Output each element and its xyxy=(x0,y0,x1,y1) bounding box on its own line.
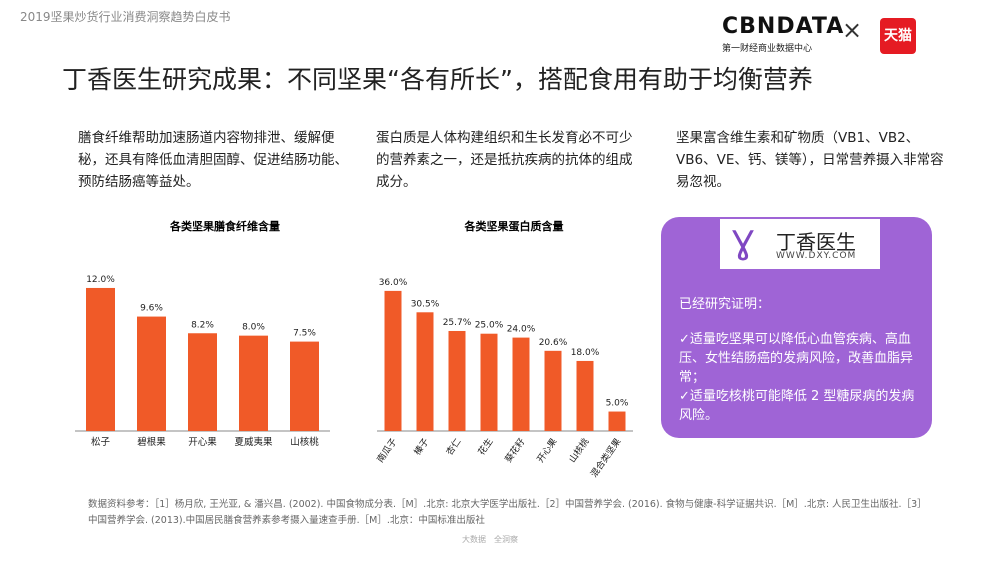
bar-4 xyxy=(239,335,268,431)
tick-label-3: 开心果 xyxy=(188,437,217,448)
data-label-1: 36.0% xyxy=(379,278,408,288)
tmall-logo: 天猫 xyxy=(880,18,916,54)
bar-2 xyxy=(416,312,434,431)
bar-3 xyxy=(188,333,217,431)
card-heading: 已经研究证明： xyxy=(679,297,771,312)
data-label-5: 7.5% xyxy=(293,329,316,339)
times-icon: × xyxy=(842,16,863,44)
data-label-4: 8.0% xyxy=(242,323,265,333)
cbndata-logo: CBNDATA xyxy=(722,14,845,39)
bar-5 xyxy=(290,341,319,431)
tick-label-5: 葵花籽 xyxy=(502,436,527,465)
data-label-1: 12.0% xyxy=(86,275,115,285)
fiber-bar-chart: 各类坚果膳食纤维含量 12.0% 松子 9.6% 碧根果 8.2% 开心果 8.0% 夏威夷果… xyxy=(75,219,330,448)
data-label-2: 30.5% xyxy=(411,299,440,309)
fiber-chart-title: 各类坚果膳食纤维含量 xyxy=(169,219,280,233)
report-title: 2019坚果炒货行业消费洞察趋势白皮书 xyxy=(20,10,231,24)
tick-label-2: 碧根果 xyxy=(137,436,166,448)
bar-7 xyxy=(576,360,594,431)
cbndata-subtitle: 第一财经商业数据中心 xyxy=(722,44,813,54)
vitamin-description: 坚果富含维生素和矿物质（VB1、VB2、VB6、VE、钙、镁等），日常营养摄入非… xyxy=(676,130,944,190)
tick-label-4: 夏威夷果 xyxy=(234,436,273,448)
bar-1 xyxy=(86,287,115,431)
tick-label-6: 开心果 xyxy=(535,436,560,464)
data-label-7: 18.0% xyxy=(571,348,600,358)
data-label-3: 8.2% xyxy=(191,320,214,330)
tick-label-2: 榛子 xyxy=(411,436,431,458)
data-label-2: 9.6% xyxy=(140,304,163,314)
page-headline: 丁香医生研究成果：不同坚果“各有所长”，搭配食用有助于均衡营养 xyxy=(62,65,813,94)
tick-label-1: 松子 xyxy=(91,436,111,448)
data-label-4: 25.0% xyxy=(475,321,504,331)
dxy-logo-url: WWW.DXY.COM xyxy=(776,251,857,261)
tick-label-1: 南瓜子 xyxy=(374,436,399,465)
bar-4 xyxy=(480,333,498,431)
data-label-3: 25.7% xyxy=(443,318,472,328)
protein-description: 蛋白质是人体构建组织和生长发育必不可少的营养素之一，还是抵抗疾病的抗体的组成成分… xyxy=(376,130,633,190)
data-label-5: 24.0% xyxy=(507,325,536,335)
card-body: ✓适量吃坚果可以降低心血管疾病、高血压、女性结肠癌的发病风险，改善血脂异常； ✓… xyxy=(679,332,915,423)
dxy-logo-name: 丁香医生 xyxy=(776,230,856,254)
data-label-6: 20.6% xyxy=(539,338,568,348)
bar-8 xyxy=(608,411,626,431)
data-label-8: 5.0% xyxy=(606,399,629,409)
tick-label-8: 混合类坚果 xyxy=(588,436,624,480)
footer-slogan: 大数据 全洞察 xyxy=(462,535,518,544)
dxy-logo-box xyxy=(720,219,880,269)
bar-6 xyxy=(544,350,562,431)
protein-bar-chart: 各类坚果蛋白质含量 36.0% 南瓜子 30.5% 榛子 25.7% 杏仁 25.0% 花生 2… xyxy=(374,219,633,480)
protein-chart-title: 各类坚果蛋白质含量 xyxy=(464,219,564,233)
tick-label-4: 花生 xyxy=(475,436,495,458)
tick-label-3: 杏仁 xyxy=(443,436,463,458)
fiber-description: 膳食纤维帮助加速肠道内容物排泄、缓解便秘，还具有降低血清胆固醇、促进结肠功能、预… xyxy=(78,130,348,190)
bar-5 xyxy=(512,337,530,431)
bar-3 xyxy=(448,330,466,431)
source-references: 数据资料参考：［1］杨月欣, 王光亚, & 潘兴昌. (2002). 中国食物成… xyxy=(88,499,927,526)
dxy-leaf-icon: Ɣ xyxy=(732,224,754,262)
bar-2 xyxy=(137,316,166,431)
tick-label-5: 山核桃 xyxy=(290,436,319,448)
tick-label-7: 山核桃 xyxy=(566,436,591,465)
bar-1 xyxy=(384,290,402,431)
